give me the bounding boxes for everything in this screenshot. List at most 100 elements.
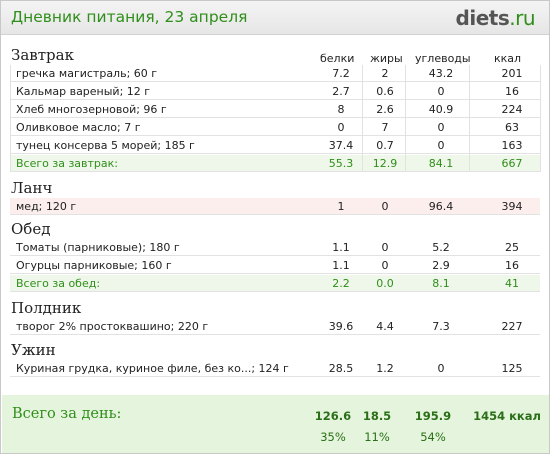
food-name: Огурцы парниковые; 160 г xyxy=(16,259,172,272)
day-total-kcal: 1454 ккал xyxy=(473,409,541,423)
site-logo[interactable]: diets.ru xyxy=(455,6,536,30)
food-fat: 0 xyxy=(381,241,389,254)
day-total-label: Всего за день: xyxy=(12,406,122,422)
meal-title-lunch: Ланч xyxy=(11,179,53,197)
meal-title-supper: Ужин xyxy=(11,341,56,359)
food-name: мед; 120 г xyxy=(16,200,77,213)
food-name: Хлеб многозерновой; 96 г xyxy=(16,103,167,116)
food-name: Кальмар вареный; 12 г xyxy=(16,85,151,98)
food-fat: 4.4 xyxy=(376,320,394,333)
food-name: Оливковое масло; 7 г xyxy=(16,121,141,134)
food-name: творог 2% простоквашино; 220 г xyxy=(16,320,209,333)
food-carbs: 96.4 xyxy=(428,200,454,213)
food-fat: 2 xyxy=(381,67,389,80)
food-carbs: 2.9 xyxy=(432,259,450,272)
food-row[interactable]: гречка магистраль; 60 г 7.2 2 43.2 201 xyxy=(10,65,540,82)
food-carbs: 0 xyxy=(437,139,445,152)
total-carbs: 84.1 xyxy=(428,157,454,170)
food-protein: 37.4 xyxy=(328,139,354,152)
food-fat: 0.6 xyxy=(376,85,394,98)
meal-total-row: Всего за обед: 2.2 0.0 8.1 41 xyxy=(10,275,540,292)
food-row[interactable]: Огурцы парниковые; 160 г 1.1 0 2.9 16 xyxy=(10,257,540,274)
total-kcal: 667 xyxy=(501,157,523,170)
food-fat: 0 xyxy=(381,259,389,272)
food-row[interactable]: Оливковое масло; 7 г 0 7 0 63 xyxy=(10,119,540,136)
total-fat: 12.9 xyxy=(372,157,398,170)
food-kcal: 394 xyxy=(501,200,523,213)
food-row[interactable]: Томаты (парниковые); 180 г 1.1 0 5.2 25 xyxy=(10,239,540,256)
day-total-fat: 18.5 xyxy=(362,409,392,423)
total-protein: 2.2 xyxy=(332,277,350,290)
column-header-fat: жиры xyxy=(370,52,403,65)
column-divider xyxy=(362,65,363,172)
food-kcal: 16 xyxy=(505,259,519,272)
meal-title-breakfast: Завтрак xyxy=(11,46,74,64)
food-kcal: 163 xyxy=(501,139,523,152)
food-protein: 7.2 xyxy=(332,67,350,80)
food-protein: 1.1 xyxy=(332,241,350,254)
total-protein: 55.3 xyxy=(328,157,354,170)
food-row[interactable]: Хлеб многозерновой; 96 г 8 2.6 40.9 224 xyxy=(10,101,540,118)
page-title: Дневник питания, 23 апреля xyxy=(11,8,248,26)
food-kcal: 201 xyxy=(501,67,523,80)
logo-main: diets xyxy=(455,6,510,30)
food-carbs: 43.2 xyxy=(428,67,454,80)
meal-title-dinner: Обед xyxy=(11,220,51,238)
food-row[interactable]: тунец консерва 5 морей; 185 г 37.4 0.7 0… xyxy=(10,137,540,154)
meal-total-row: Всего за завтрак: 55.3 12.9 84.1 667 xyxy=(10,155,540,172)
food-protein: 1.1 xyxy=(332,259,350,272)
food-carbs: 40.9 xyxy=(428,103,454,116)
column-divider xyxy=(469,65,470,172)
total-fat: 0.0 xyxy=(376,277,394,290)
food-protein: 1 xyxy=(337,200,345,213)
total-label: Всего за обед: xyxy=(16,277,101,290)
column-header-carbs: углеводы xyxy=(415,52,471,65)
column-header-kcal: ккал xyxy=(494,52,522,65)
food-carbs: 0 xyxy=(437,85,445,98)
food-row[interactable]: Куриная грудка, куриное филе, без ко...;… xyxy=(10,360,540,377)
food-kcal: 25 xyxy=(505,241,519,254)
food-name: Куриная грудка, куриное филе, без ко...;… xyxy=(16,362,289,375)
column-divider xyxy=(10,65,11,172)
fat-percent: 11% xyxy=(364,430,390,444)
food-row[interactable]: мед; 120 г 1 0 96.4 394 xyxy=(10,198,540,215)
day-summary: Всего за день: 126.6 18.5 195.9 1454 кка… xyxy=(2,395,549,453)
food-kcal: 224 xyxy=(501,103,523,116)
food-kcal: 125 xyxy=(501,362,523,375)
food-carbs: 0 xyxy=(437,121,445,134)
column-header-protein: белки xyxy=(320,52,355,65)
food-protein: 0 xyxy=(337,121,345,134)
food-name: Томаты (парниковые); 180 г xyxy=(16,241,180,254)
food-row[interactable]: Кальмар вареный; 12 г 2.7 0.6 0 16 xyxy=(10,83,540,100)
protein-percent: 35% xyxy=(320,430,346,444)
header-bar: Дневник питания, 23 апреля diets.ru xyxy=(1,1,549,35)
total-carbs: 8.1 xyxy=(432,277,450,290)
food-kcal: 227 xyxy=(501,320,523,333)
carbs-percent: 54% xyxy=(420,430,446,444)
food-kcal: 16 xyxy=(505,85,519,98)
column-divider xyxy=(540,65,541,172)
food-fat: 0 xyxy=(381,200,389,213)
food-name: гречка магистраль; 60 г xyxy=(16,67,158,80)
food-protein: 2.7 xyxy=(332,85,350,98)
food-carbs: 5.2 xyxy=(432,241,450,254)
day-total-protein: 126.6 xyxy=(314,409,352,423)
food-carbs: 7.3 xyxy=(432,320,450,333)
column-divider xyxy=(405,65,406,172)
food-protein: 39.6 xyxy=(328,320,354,333)
food-kcal: 63 xyxy=(505,121,519,134)
food-fat: 1.2 xyxy=(376,362,394,375)
total-kcal: 41 xyxy=(505,277,519,290)
food-fat: 2.6 xyxy=(376,103,394,116)
food-protein: 8 xyxy=(337,103,345,116)
meal-title-snack: Полдник xyxy=(11,299,82,317)
logo-suffix: .ru xyxy=(509,6,535,30)
day-total-carbs: 195.9 xyxy=(414,409,452,423)
total-label: Всего за завтрак: xyxy=(16,157,119,170)
food-row[interactable]: творог 2% простоквашино; 220 г 39.6 4.4 … xyxy=(10,318,540,335)
food-fat: 0.7 xyxy=(376,139,394,152)
food-carbs: 0 xyxy=(437,362,445,375)
food-protein: 28.5 xyxy=(328,362,354,375)
food-name: тунец консерва 5 морей; 185 г xyxy=(16,139,195,152)
